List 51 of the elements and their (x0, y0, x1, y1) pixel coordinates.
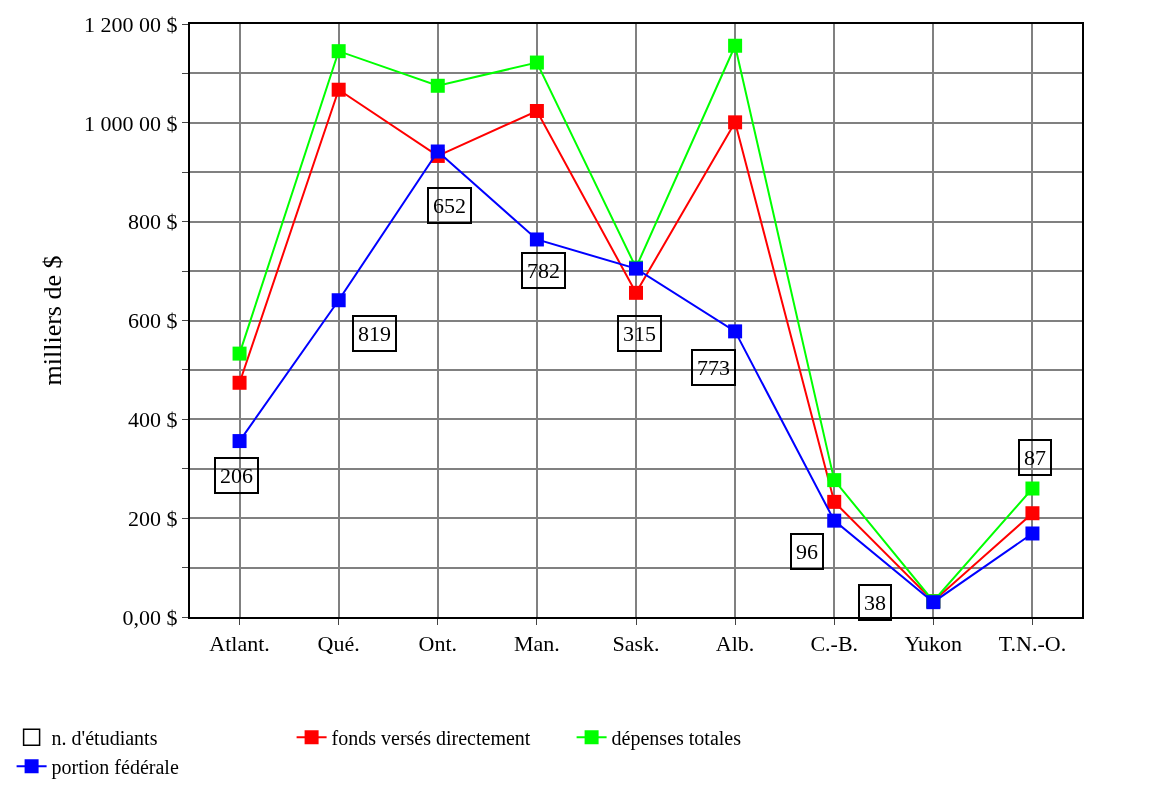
point (232, 375, 247, 390)
point (430, 78, 445, 93)
y-tick-label: 600 $ (128, 308, 178, 334)
point (1025, 506, 1040, 521)
x-tick-label: Sask. (612, 631, 660, 657)
legend-label: dépenses totales (611, 727, 742, 751)
point (629, 285, 643, 300)
annotation: 206 (220, 463, 253, 488)
annotation: 87 (1024, 445, 1046, 470)
point (827, 513, 842, 528)
legend-label: n. d'étudiants (51, 727, 158, 750)
point (331, 293, 346, 308)
x-tick-label: T.N.-O. (998, 631, 1067, 657)
x-tick-label: C.-B. (810, 631, 859, 657)
legend-label: portion fédérale (51, 756, 179, 780)
annotation: 782 (527, 258, 560, 283)
point (331, 82, 346, 97)
point (331, 44, 346, 59)
x-tick-label: Atlant. (209, 631, 270, 657)
legend-label: fonds versés directement (331, 727, 531, 750)
annotation: 819 (358, 321, 391, 346)
x-tick-label: Man. (513, 631, 560, 657)
annotation: 652 (433, 193, 466, 218)
annotation: 315 (623, 321, 656, 346)
point (1025, 481, 1040, 496)
point (232, 346, 247, 361)
point (728, 38, 743, 53)
annotation: 773 (697, 355, 730, 380)
y-tick-label: 400 $ (128, 407, 178, 433)
y-tick-label: 200 $ (128, 505, 178, 531)
point (529, 103, 544, 118)
point (232, 434, 247, 449)
point (827, 473, 842, 488)
point (728, 115, 743, 130)
x-tick-label: Yukon (904, 631, 963, 657)
annotation: 38 (864, 590, 886, 615)
point (529, 232, 544, 247)
y-axis-title: milliers de $ (38, 255, 67, 386)
y-tick-label: 1 000 00 $ (84, 110, 178, 136)
x-tick-label: Ont. (418, 631, 458, 657)
y-tick-label: 0,00 $ (122, 604, 178, 630)
y-tick-label: 1 200 00 $ (84, 11, 178, 37)
y-tick-label: 800 $ (128, 209, 178, 235)
point (827, 494, 842, 509)
point (1025, 526, 1040, 541)
point (728, 324, 743, 339)
point (430, 144, 445, 159)
x-tick-label: Alb. (715, 631, 755, 657)
annotation: 96 (796, 539, 818, 564)
point (529, 55, 544, 70)
x-tick-label: Qué. (317, 631, 360, 657)
